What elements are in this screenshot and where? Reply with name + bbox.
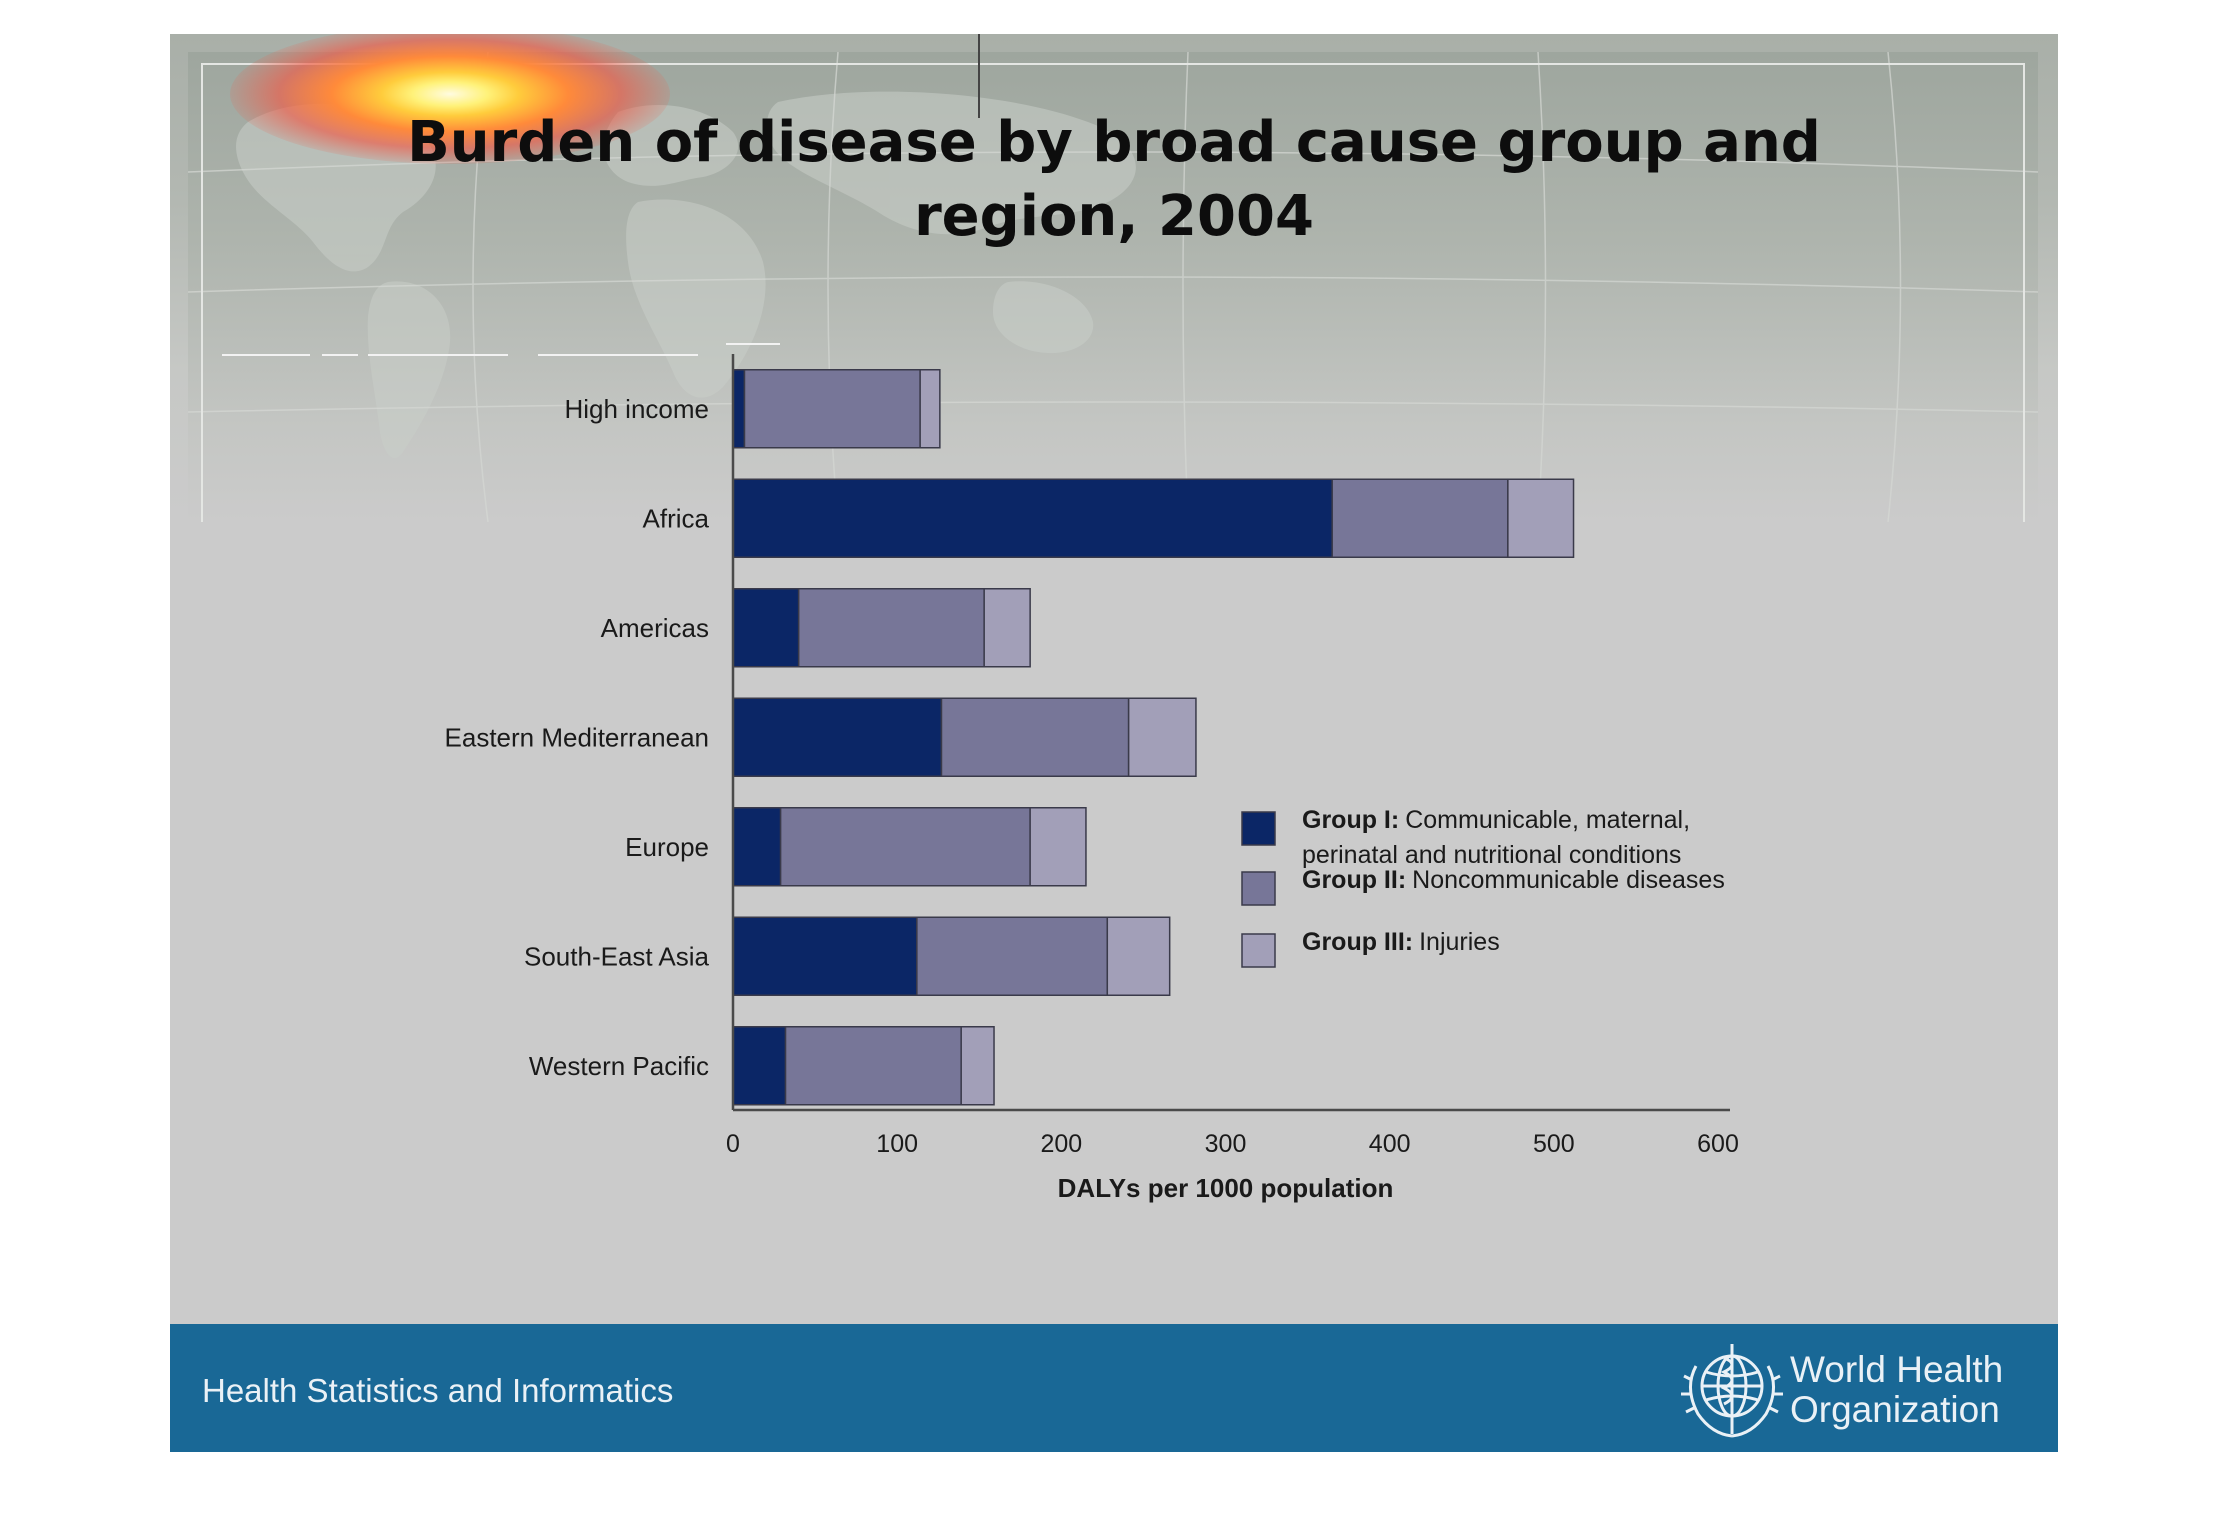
- bar-3-eastern-mediterranean: [1127, 697, 1197, 777]
- category-label: South-East Asia: [524, 941, 710, 971]
- x-tick-label: 600: [1697, 1130, 1739, 1158]
- bar-2-south-east-asia: [916, 916, 1109, 996]
- bar-2-americas: [797, 588, 985, 668]
- who-emblem-icon: [1681, 1344, 1783, 1438]
- x-axis-ticks: 0 100 200 300 400 500 600: [726, 1130, 1739, 1158]
- legend-series-description-3: Injuries: [1419, 928, 1500, 956]
- bar-1-americas: [732, 588, 800, 668]
- slide: Burden of disease by broad cause group a…: [170, 34, 2058, 1452]
- who-name: World Health Organization: [1790, 1350, 2003, 1430]
- x-axis-title: DALYs per 1000 population: [1058, 1173, 1394, 1203]
- who-name-line-1: World Health: [1790, 1349, 2004, 1390]
- category-label: Africa: [643, 503, 710, 533]
- bar-2-eastern-mediterranean: [940, 697, 1130, 777]
- legend-series-description-1: perinatal and nutritional conditions: [1302, 841, 1681, 869]
- legend-series-name-1: Group I:: [1302, 806, 1399, 834]
- x-tick-label: 200: [1040, 1130, 1082, 1158]
- bar-2-africa: [1331, 478, 1509, 558]
- bar-1-africa: [732, 478, 1333, 558]
- bar-1-south-east-asia: [732, 916, 918, 996]
- glow-decoration: [230, 34, 670, 164]
- bar-3-high-income: [919, 369, 941, 449]
- category-labels: High income Africa Americas Eastern Mediter…: [445, 394, 710, 1081]
- x-tick-label: 100: [876, 1130, 918, 1158]
- legend-series-description-2: Noncommunicable diseases: [1412, 866, 1725, 894]
- category-label: Europe: [625, 832, 709, 862]
- category-label: High income: [564, 394, 709, 424]
- bar-2-western-pacific: [784, 1026, 962, 1106]
- who-name-line-2: Organization: [1790, 1389, 2000, 1430]
- category-label: Eastern Mediterranean: [445, 722, 709, 752]
- legend-series-name-3: Group III:: [1302, 928, 1413, 956]
- bar-3-south-east-asia: [1106, 916, 1171, 996]
- bar-2-high-income: [743, 369, 921, 449]
- bar-3-western-pacific: [960, 1026, 995, 1106]
- bar-1-high-income: [732, 369, 746, 449]
- bar-chart: High income Africa Americas Eastern Mediter…: [222, 343, 1739, 1203]
- legend-series-description-1: Communicable, maternal,: [1405, 806, 1690, 834]
- legend-swatch-3: [1241, 933, 1276, 968]
- page-title: Burden of disease by broad cause group a…: [170, 106, 2058, 254]
- bars-layer: [732, 369, 1575, 1106]
- bar-3-americas: [983, 588, 1031, 668]
- x-tick-label: 400: [1369, 1130, 1411, 1158]
- tick-dashes-decoration: [222, 343, 780, 356]
- x-tick-label: 0: [726, 1130, 740, 1158]
- x-tick-label: 500: [1533, 1130, 1575, 1158]
- legend: Group I: Communicable, maternal, perinatal…: [1241, 806, 1725, 968]
- legend-swatch-2: [1241, 871, 1276, 906]
- title-divider-line: [978, 34, 980, 118]
- bar-3-europe: [1029, 807, 1087, 887]
- category-label: Western Pacific: [529, 1051, 709, 1081]
- footer-text: Health Statistics and Informatics: [202, 1372, 674, 1409]
- bar-1-western-pacific: [732, 1026, 787, 1106]
- bar-1-europe: [732, 807, 782, 887]
- x-tick-label: 300: [1205, 1130, 1247, 1158]
- page-title-line-2: region, 2004: [914, 184, 1314, 249]
- legend-series-name-2: Group II:: [1302, 866, 1406, 894]
- bar-1-eastern-mediterranean: [732, 697, 943, 777]
- header-banner: Burden of disease by broad cause group a…: [170, 34, 2058, 522]
- world-map-icon: [188, 52, 2038, 522]
- bar-2-europe: [779, 807, 1031, 887]
- footer-band: Health Statistics and Informatics World …: [170, 1324, 2058, 1452]
- bar-3-africa: [1507, 478, 1575, 558]
- legend-swatch-1: [1241, 811, 1276, 846]
- category-label: Americas: [601, 613, 709, 643]
- page-title-line-1: Burden of disease by broad cause group a…: [407, 110, 1821, 175]
